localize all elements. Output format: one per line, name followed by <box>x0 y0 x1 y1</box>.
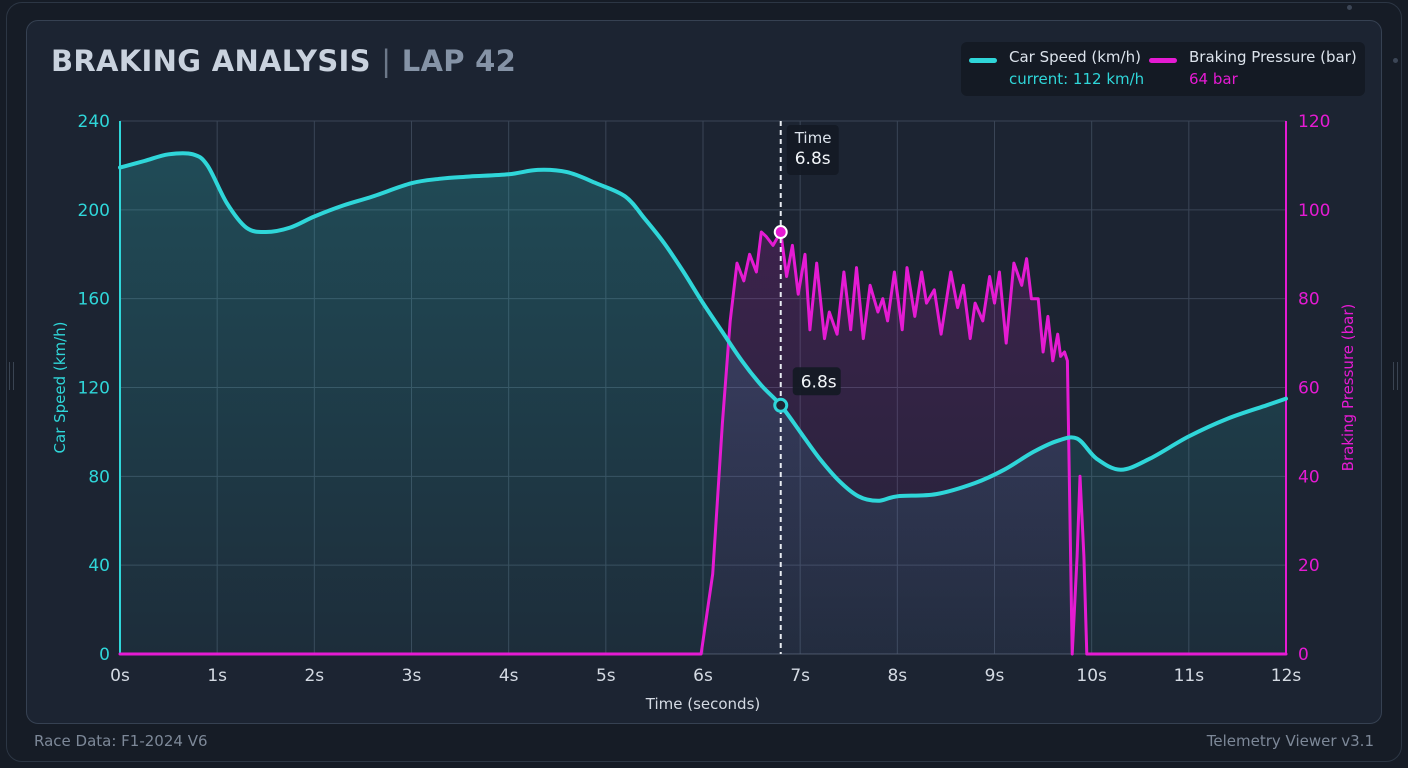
footer-version: Telemetry Viewer v3.1 <box>1206 732 1374 750</box>
time-cursor-label: Time <box>794 129 832 147</box>
x-tick-label: 3s <box>402 666 422 686</box>
left-resize-handle[interactable] <box>9 362 14 390</box>
pressure-area <box>120 232 1286 654</box>
x-tick-label: 7s <box>790 666 810 686</box>
legend-swatch-speed <box>969 58 997 63</box>
y-left-tick-label: 0 <box>99 645 110 665</box>
axis-ticks: 0s 1s 2s 3s 4s 5s 6s 7s 8s 9s 10s 11s 12s04080120160… <box>78 112 1331 686</box>
y-right-tick-label: 20 <box>1298 556 1320 576</box>
x-axis-title: Time (seconds) <box>645 695 761 713</box>
time-cursor[interactable]: Time 6.8s 6.8s <box>773 121 841 654</box>
y-right-tick-label: 80 <box>1298 290 1320 310</box>
legend-label-pressure: Braking Pressure (bar) <box>1189 48 1357 66</box>
x-tick-label: 0s <box>110 666 130 686</box>
y-right-tick-label: 0 <box>1298 645 1309 665</box>
page-title: BRAKING ANALYSIS | LAP 42 <box>51 44 516 78</box>
x-tick-label: 6s <box>693 666 713 686</box>
y-left-tick-label: 80 <box>88 467 110 487</box>
time-cursor-label-box <box>786 125 839 175</box>
frame-corner-dot-top <box>1347 5 1352 10</box>
x-tick-label: 9s <box>985 666 1005 686</box>
y-right-tick-label: 40 <box>1298 467 1320 487</box>
y-left-tick-label: 40 <box>88 556 110 576</box>
x-tick-label: 1s <box>207 666 227 686</box>
series-areas <box>120 153 1286 655</box>
frame-corner-dot-side <box>1393 58 1398 63</box>
y-axis-left-title: Car Speed (km/h) <box>51 322 69 454</box>
speed-point-label-box <box>792 367 841 396</box>
right-resize-handle[interactable] <box>1393 362 1398 390</box>
title-main: BRAKING ANALYSIS <box>51 44 371 78</box>
legend-value-speed: current: 112 km/h <box>1009 70 1145 88</box>
y-left-tick-label: 160 <box>78 290 110 310</box>
y-axis-right-title: Braking Pressure (bar) <box>1339 304 1357 472</box>
window-frame <box>6 2 1402 762</box>
legend-label-speed: Car Speed (km/h) <box>1009 48 1141 66</box>
legend-swatch-pressure <box>1149 58 1177 63</box>
x-tick-label: 11s <box>1174 666 1205 686</box>
title-lap: LAP 42 <box>401 44 517 78</box>
series-lines <box>118 151 1288 656</box>
y-left-tick-label: 240 <box>78 112 110 132</box>
speed-point-label: 6.8s <box>801 372 837 392</box>
x-tick-label: 10s <box>1076 666 1107 686</box>
y-left-tick-label: 200 <box>78 201 110 221</box>
speed-cursor-marker <box>773 397 789 413</box>
y-right-tick-label: 100 <box>1298 201 1330 221</box>
time-cursor-value: 6.8s <box>795 149 831 169</box>
title-separator: | <box>381 44 392 78</box>
chart-legend: Car Speed (km/h) current: 112 km/h Braki… <box>961 42 1365 96</box>
x-tick-label: 5s <box>596 666 616 686</box>
footer-source: Race Data: F1-2024 V6 <box>34 732 208 750</box>
pressure-line <box>118 230 1288 656</box>
pressure-cursor-marker <box>773 225 788 240</box>
x-tick-label: 2s <box>304 666 324 686</box>
y-right-tick-label: 120 <box>1298 112 1330 132</box>
y-right-tick-label: 60 <box>1298 379 1320 399</box>
legend-value-pressure: 64 bar <box>1189 70 1238 88</box>
x-tick-label: 4s <box>499 666 519 686</box>
x-tick-label: 12s <box>1271 666 1302 686</box>
speed-line <box>118 151 1288 503</box>
y-left-tick-label: 120 <box>78 379 110 399</box>
x-tick-label: 8s <box>887 666 907 686</box>
